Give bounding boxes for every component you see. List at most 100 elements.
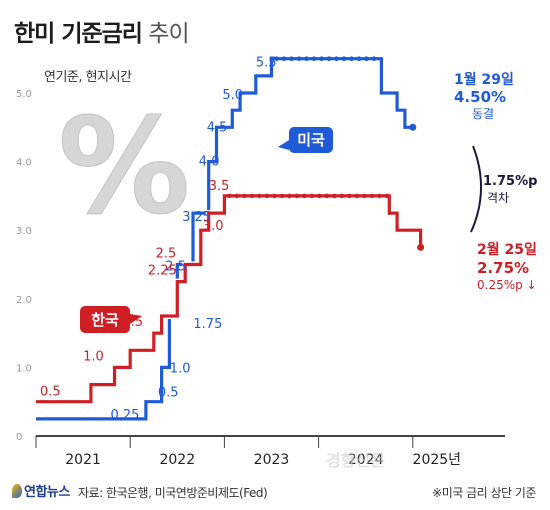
plateau-dot: [319, 56, 324, 61]
plateau-dot: [294, 193, 300, 199]
plateau-dot: [281, 56, 287, 61]
svg-text:%: %: [58, 90, 190, 244]
plateau-dot: [384, 193, 390, 199]
kr-latest-annotation: 2월 25일 2.75% 0.25%p ↓: [477, 241, 537, 292]
legend-kr-pointer: [130, 314, 142, 324]
plateau-dot: [362, 193, 367, 199]
legend-us-bubble: [289, 127, 333, 153]
legend-kr: 한국: [80, 306, 142, 333]
plateau-dot: [371, 56, 377, 61]
title-bold: 한미 기준금리: [14, 21, 143, 47]
logo-icon: [12, 484, 22, 498]
plateau-dot: [302, 193, 307, 199]
plateau-dot: [264, 193, 270, 199]
series-value-label: 4.5: [207, 120, 228, 135]
plateau-dot: [227, 193, 232, 199]
kr-latest-value: 2.75%: [477, 259, 529, 277]
plateau-dot: [242, 193, 247, 199]
plateau-dot: [369, 193, 375, 199]
plateau-dot: [279, 193, 285, 199]
plateau-dot: [347, 193, 352, 199]
legend-us: 미국: [278, 127, 333, 153]
series-value-label: 2.25: [148, 264, 177, 279]
us-latest-value: 4.50%: [454, 88, 506, 106]
y-tick-label: 1.0: [16, 363, 32, 374]
gap-bracket: [470, 145, 482, 233]
series-value-label: 1.0: [170, 361, 191, 376]
legend-kr-bubble: [80, 306, 130, 333]
kr-latest-date: 2월 25일: [477, 241, 537, 258]
chart-subtitle: 연기준, 현지시간: [44, 70, 132, 85]
series-value-label: 3.0: [203, 219, 224, 234]
plateau-dot: [309, 193, 315, 199]
y-tick-label: 3.0: [16, 226, 32, 237]
legend-us-label: 미국: [297, 131, 325, 149]
series-value-label: 3.5: [209, 179, 230, 194]
us-latest-date: 1월 29일: [454, 71, 514, 88]
x-tick-label: 2024: [348, 452, 384, 468]
plateau-dot: [289, 56, 294, 61]
series-value-label: 4.0: [199, 155, 220, 170]
plateau-dot: [311, 56, 317, 61]
series-value-label: 0.25: [111, 408, 140, 423]
legend-us-pointer: [278, 140, 289, 150]
plateau-dot: [317, 193, 322, 199]
watermark: 경향신문: [326, 451, 385, 470]
y-tick-label: 0: [16, 432, 22, 443]
y-tick-label: 2.0: [16, 295, 32, 306]
plateau-dot: [274, 56, 279, 61]
plateau-dot: [234, 193, 240, 199]
plateau-dot: [249, 193, 255, 199]
series-end-dot: [417, 243, 425, 251]
title-light: 추이: [148, 21, 189, 47]
plateau-dot: [341, 56, 347, 61]
plateau-dot: [257, 193, 262, 199]
source-note: 자료: 한국은행, 미국연방준비제도(Fed): [78, 486, 268, 500]
plateau-dot: [349, 56, 354, 61]
plateau-dot: [287, 193, 292, 199]
plateau-dot: [324, 193, 330, 199]
logo: 연합뉴스: [12, 481, 70, 500]
plateau-dot: [272, 193, 277, 199]
gap-annotation: 1.75%p 격차: [470, 145, 537, 233]
y-tick-label: 5.0: [16, 89, 32, 100]
plateau-dot: [304, 56, 309, 61]
series-value-label: 3.25: [182, 210, 211, 225]
x-tick-label: 2021: [65, 452, 101, 468]
gap-label: 격차: [487, 191, 509, 205]
logo-text: 연합뉴스: [24, 485, 70, 500]
kr-latest-note: 0.25%p ↓: [477, 278, 537, 292]
series-value-label: 5.5: [256, 56, 277, 71]
series-value-label: 0.5: [40, 385, 61, 400]
series-value-label: 5.0: [222, 88, 243, 103]
series-value-label: 1.0: [83, 349, 104, 364]
plateau-dot: [334, 56, 339, 61]
y-tick-label: 4.0: [16, 158, 32, 169]
plateau-dot: [377, 193, 382, 199]
page-title: 한미 기준금리 추이: [14, 14, 190, 48]
percent-icon: %: [58, 90, 191, 245]
footnote: ※미국 금리 상단 기준: [432, 486, 536, 500]
us-latest-note: 동결: [472, 107, 494, 121]
series-end-dot: [409, 123, 417, 131]
plateau-dot: [339, 193, 345, 199]
x-tick-label: 2025년: [413, 452, 462, 468]
plateau-dot: [354, 193, 360, 199]
series-line-kr: [36, 194, 423, 404]
series-value-label: 0.5: [158, 386, 179, 401]
plateau-dot: [326, 56, 332, 61]
us-latest-annotation: 1월 29일 4.50% 동결: [454, 71, 514, 121]
plateau-dot: [364, 56, 369, 61]
gap-value: 1.75%p: [483, 174, 537, 189]
x-tick-label: 2022: [159, 452, 195, 468]
series-value-label: 1.75: [193, 317, 222, 332]
plateau-dot: [332, 193, 337, 199]
plateau-dot: [356, 56, 362, 61]
series-line-us: [36, 57, 413, 421]
series-value-label: 2.5: [156, 247, 177, 262]
x-axis: 2021 2022 2023 2024 2025년: [35, 435, 505, 468]
legend-kr-label: 한국: [91, 311, 119, 329]
plateau-dot: [296, 56, 302, 61]
x-tick-label: 2023: [254, 452, 290, 468]
